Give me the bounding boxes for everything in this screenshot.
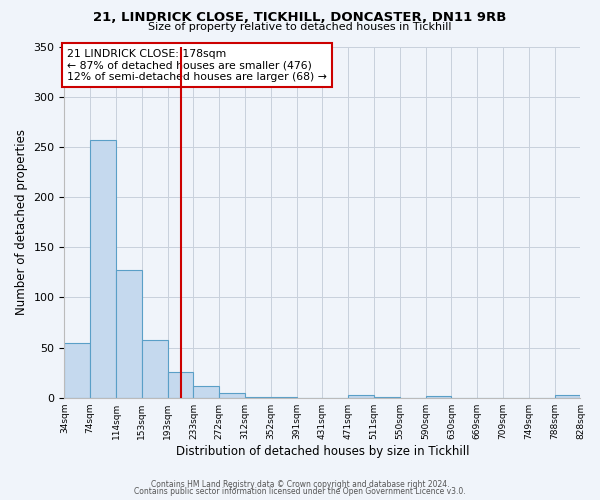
X-axis label: Distribution of detached houses by size in Tickhill: Distribution of detached houses by size … bbox=[176, 444, 469, 458]
Bar bbox=[193, 386, 219, 398]
Bar bbox=[554, 394, 580, 398]
Bar bbox=[142, 340, 167, 398]
Bar bbox=[425, 396, 451, 398]
Text: 21 LINDRICK CLOSE: 178sqm
← 87% of detached houses are smaller (476)
12% of semi: 21 LINDRICK CLOSE: 178sqm ← 87% of detac… bbox=[67, 48, 327, 82]
Bar bbox=[374, 396, 400, 398]
Y-axis label: Number of detached properties: Number of detached properties bbox=[15, 129, 28, 315]
Text: 21, LINDRICK CLOSE, TICKHILL, DONCASTER, DN11 9RB: 21, LINDRICK CLOSE, TICKHILL, DONCASTER,… bbox=[94, 11, 506, 24]
Bar bbox=[245, 396, 271, 398]
Text: Contains HM Land Registry data © Crown copyright and database right 2024.: Contains HM Land Registry data © Crown c… bbox=[151, 480, 449, 489]
Bar bbox=[348, 394, 374, 398]
Text: Contains public sector information licensed under the Open Government Licence v3: Contains public sector information licen… bbox=[134, 487, 466, 496]
Text: Size of property relative to detached houses in Tickhill: Size of property relative to detached ho… bbox=[148, 22, 452, 32]
Bar bbox=[90, 140, 116, 398]
Bar bbox=[271, 396, 296, 398]
Bar bbox=[64, 342, 90, 398]
Bar bbox=[167, 372, 193, 398]
Bar bbox=[219, 392, 245, 398]
Bar bbox=[116, 270, 142, 398]
